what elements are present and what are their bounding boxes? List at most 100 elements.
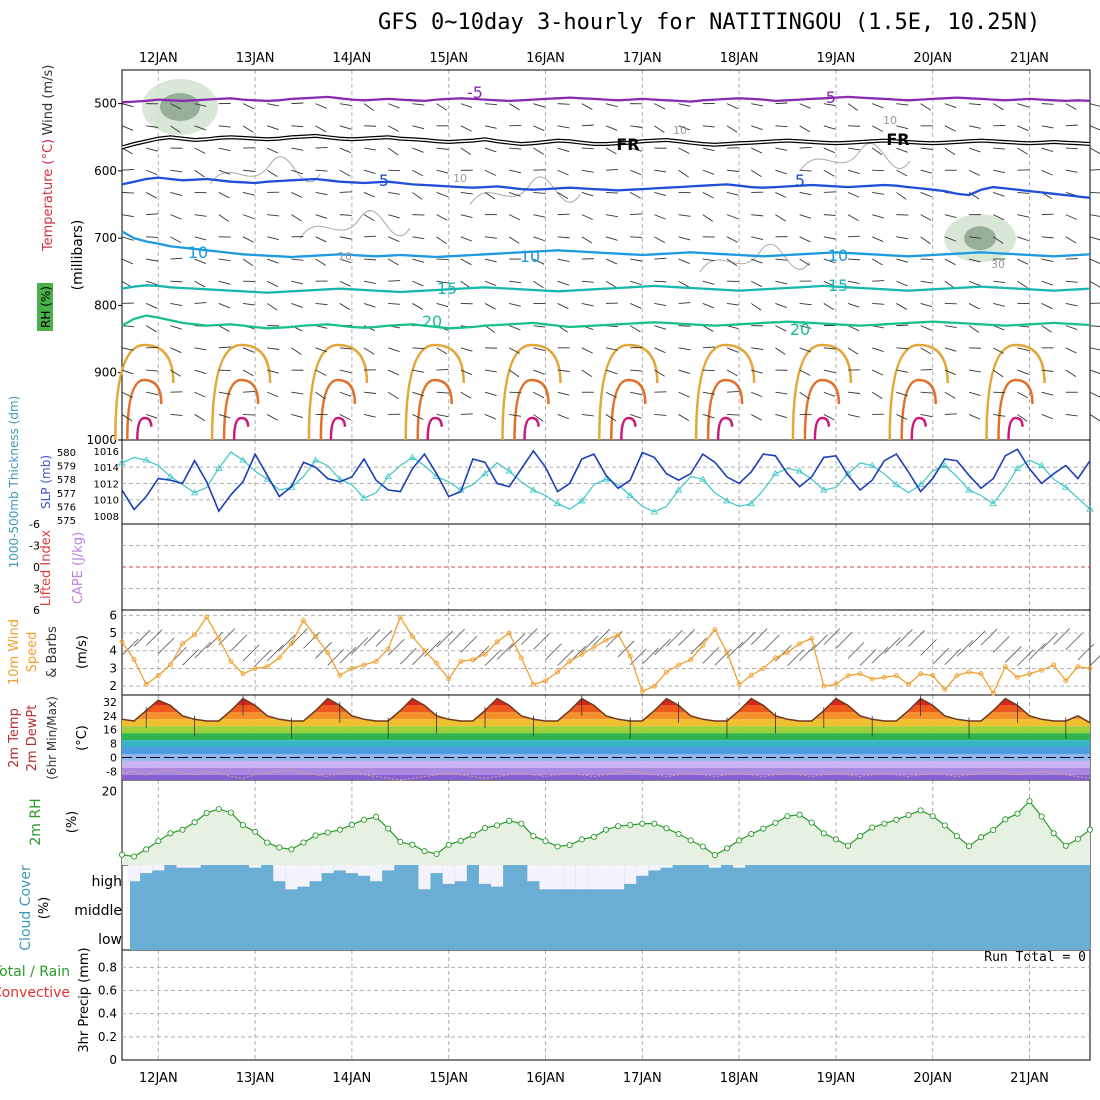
- wind-barb: [315, 169, 328, 172]
- wind-barb: [920, 325, 932, 331]
- pressure-tick-label: 900: [94, 366, 117, 380]
- wind-barb: [436, 169, 449, 174]
- rh-point: [457, 837, 464, 844]
- clear-sky-cell: [733, 865, 746, 868]
- wind-barb: [218, 258, 231, 262]
- wind-barb: [388, 236, 400, 242]
- wind-barb: [170, 413, 183, 416]
- wind-barb: [630, 303, 642, 309]
- wind-barb-10m: [254, 649, 272, 667]
- rh-point: [578, 836, 585, 843]
- thickness-line: [121, 451, 1091, 513]
- wind-barb: [484, 236, 497, 239]
- rh-point: [639, 820, 646, 827]
- wind-speed-point: [712, 627, 718, 632]
- thickness-marker: [650, 508, 659, 515]
- rh-point: [300, 839, 307, 846]
- axis-title: Temperature (°C): [41, 139, 56, 252]
- thickness-marker: [118, 459, 126, 466]
- wind-barb-10m: [291, 628, 308, 645]
- wind-barb: [315, 146, 328, 149]
- wind-barb-10m: [327, 649, 345, 666]
- wind-barb: [944, 347, 957, 352]
- wind-barb: [339, 214, 352, 216]
- wind-barb: [605, 280, 617, 288]
- axis-title: (°C): [75, 725, 90, 751]
- wind-barb: [170, 125, 181, 133]
- wind-barb: [533, 391, 545, 399]
- rh-point: [784, 813, 791, 820]
- rh-point: [820, 830, 827, 837]
- clear-sky-cell: [624, 865, 637, 884]
- wind-speed-point: [482, 651, 488, 657]
- wind-barb: [363, 192, 376, 198]
- wind-barb: [508, 236, 520, 244]
- wind-speed-point: [990, 690, 996, 696]
- wind-barb: [726, 169, 739, 172]
- axis-labels-layer: 12JAN 12JAN 13JAN 13JAN 14JAN 14JAN 15JAN 15JAN…: [0, 51, 1049, 1086]
- wind-barb: [194, 280, 206, 288]
- wind-barb: [1041, 103, 1054, 105]
- wind-barb: [1089, 103, 1100, 107]
- wind-barb: [460, 236, 473, 242]
- wind-speed-point: [434, 660, 440, 666]
- temp-tick-label: 8: [110, 738, 117, 751]
- wind-barb: [194, 125, 207, 131]
- wind-barb: [847, 169, 860, 174]
- rh-point: [506, 817, 513, 824]
- wind-barb: [242, 125, 254, 133]
- rh-point: [554, 843, 561, 850]
- wind-barb: [944, 103, 957, 108]
- wind-barb: [460, 125, 472, 132]
- wind-barb: [823, 147, 836, 154]
- rh-point: [736, 837, 743, 844]
- slp-tick-label: 1016: [94, 447, 119, 458]
- wind-barb: [412, 125, 425, 130]
- wind-barb: [726, 191, 739, 196]
- wind-barb: [509, 169, 522, 174]
- wind-barb-10m: [387, 638, 405, 656]
- thickness-tick-label: 580: [57, 448, 76, 459]
- rh-area: [122, 801, 1090, 865]
- wind-barb: [412, 347, 425, 350]
- bottom-day-label: 16JAN: [526, 1071, 565, 1086]
- wind-barb: [412, 369, 425, 373]
- wind-barb: [630, 258, 643, 262]
- boundary-layer-isotherm: [598, 343, 659, 441]
- rh-point: [953, 833, 960, 840]
- axis-title: Speed: [25, 632, 40, 673]
- wind-speed-point: [930, 673, 936, 678]
- thickness-marker: [747, 499, 755, 507]
- contour-label: -5: [467, 83, 483, 102]
- wind-barb: [218, 147, 231, 152]
- wind-barb: [993, 192, 1005, 197]
- clear-sky-cell: [430, 865, 443, 874]
- temp-bands: [122, 698, 1090, 780]
- wind-barb: [968, 303, 980, 310]
- wind-barb: [146, 414, 158, 419]
- wind-barb: [266, 414, 278, 421]
- wind-speed-point: [131, 657, 137, 663]
- thickness-marker: [384, 472, 392, 479]
- clear-sky-cell: [612, 865, 625, 890]
- rh-point: [627, 822, 634, 829]
- wind-barb: [121, 236, 134, 241]
- wind-speed-point: [385, 646, 391, 652]
- boundary-layer-isotherm: [813, 416, 831, 441]
- wind-barb: [218, 325, 230, 332]
- wind-barb: [968, 280, 981, 286]
- rh-point: [675, 830, 682, 838]
- wind-barb: [339, 280, 351, 287]
- wind-barb: [1089, 414, 1100, 422]
- rh-legend-swatch: [37, 283, 53, 331]
- wind-barb: [775, 280, 788, 285]
- wind-barb: [823, 214, 836, 216]
- wind-barb: [847, 303, 860, 308]
- wind-barb-10m: [145, 629, 163, 646]
- wind-barb: [291, 102, 304, 105]
- wind-tick-label: 3: [109, 661, 117, 675]
- temp-tick-label: 32: [103, 696, 117, 709]
- thickness-marker: [1086, 505, 1094, 512]
- wind-barb: [436, 147, 449, 150]
